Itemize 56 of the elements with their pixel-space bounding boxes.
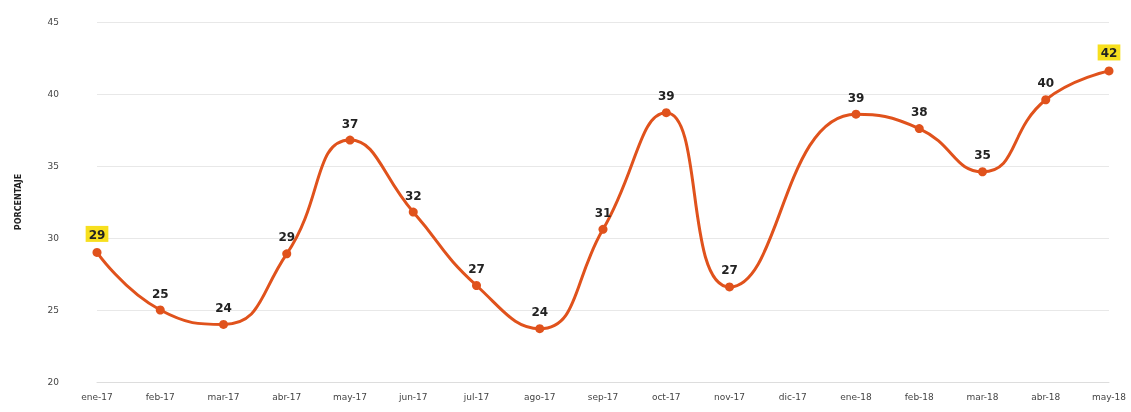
data-label: 27 — [721, 263, 738, 278]
data-label: 27 — [468, 262, 485, 277]
x-tick-label: feb-18 — [904, 391, 935, 402]
point — [914, 124, 924, 134]
x-tick-label: abr-18 — [1031, 391, 1061, 402]
x-tick-label: oct-17 — [651, 391, 681, 402]
point — [408, 207, 418, 217]
x-tick-label: feb-17 — [145, 391, 175, 402]
point — [1104, 66, 1114, 76]
x-tick-label: ene-17 — [81, 391, 113, 402]
point — [282, 249, 292, 259]
data-label: 31 — [594, 205, 612, 220]
point — [1041, 95, 1051, 105]
x-tick-label: jun-17 — [397, 391, 428, 402]
data-label: 29 — [88, 227, 106, 242]
y-tick-label: 45 — [47, 17, 59, 27]
point — [345, 135, 355, 145]
data-label: 24 — [531, 305, 549, 320]
point — [851, 109, 861, 119]
point — [92, 247, 102, 257]
x-tick-label: may-17 — [332, 391, 368, 402]
data-label: 38 — [910, 105, 928, 120]
point — [661, 108, 671, 118]
y-tick-label: 20 — [47, 377, 60, 387]
y-tick-label: 25 — [47, 305, 59, 315]
x-tick-label: ago-17 — [523, 391, 556, 402]
data-label: 42 — [1100, 46, 1118, 61]
x-tick-label: nov-17 — [714, 391, 745, 402]
x-tick-label: jul-17 — [462, 391, 490, 402]
data-label: 39 — [847, 90, 865, 105]
y-axis-title: PORCENTAJE — [13, 173, 23, 231]
point — [725, 282, 734, 292]
x-tick-label: sep-17 — [587, 391, 619, 402]
x-tick-label: ene-18 — [840, 391, 873, 402]
point — [155, 305, 165, 315]
point — [472, 281, 481, 291]
x-tick-label: mar-18 — [966, 391, 999, 402]
x-tick-label: mar-17 — [207, 391, 240, 402]
point — [598, 224, 608, 234]
data-label: 25 — [151, 286, 169, 301]
data-label: 37 — [341, 116, 359, 131]
x-tick-label: may-18 — [1091, 391, 1127, 402]
data-label: 35 — [974, 148, 991, 163]
data-label: 29 — [278, 230, 296, 245]
point — [978, 167, 987, 177]
y-tick-label: 30 — [47, 233, 60, 243]
data-label: 39 — [657, 89, 675, 104]
point — [219, 319, 228, 329]
data-label: 32 — [404, 188, 422, 203]
x-tick-label: abr-17 — [272, 391, 302, 402]
x-tick-label: dic-17 — [778, 391, 807, 402]
y-tick-label: 40 — [47, 89, 60, 99]
y-tick-label: 35 — [47, 161, 59, 171]
data-label: 40 — [1037, 76, 1055, 91]
point — [535, 324, 545, 334]
data-label: 24 — [215, 300, 232, 315]
